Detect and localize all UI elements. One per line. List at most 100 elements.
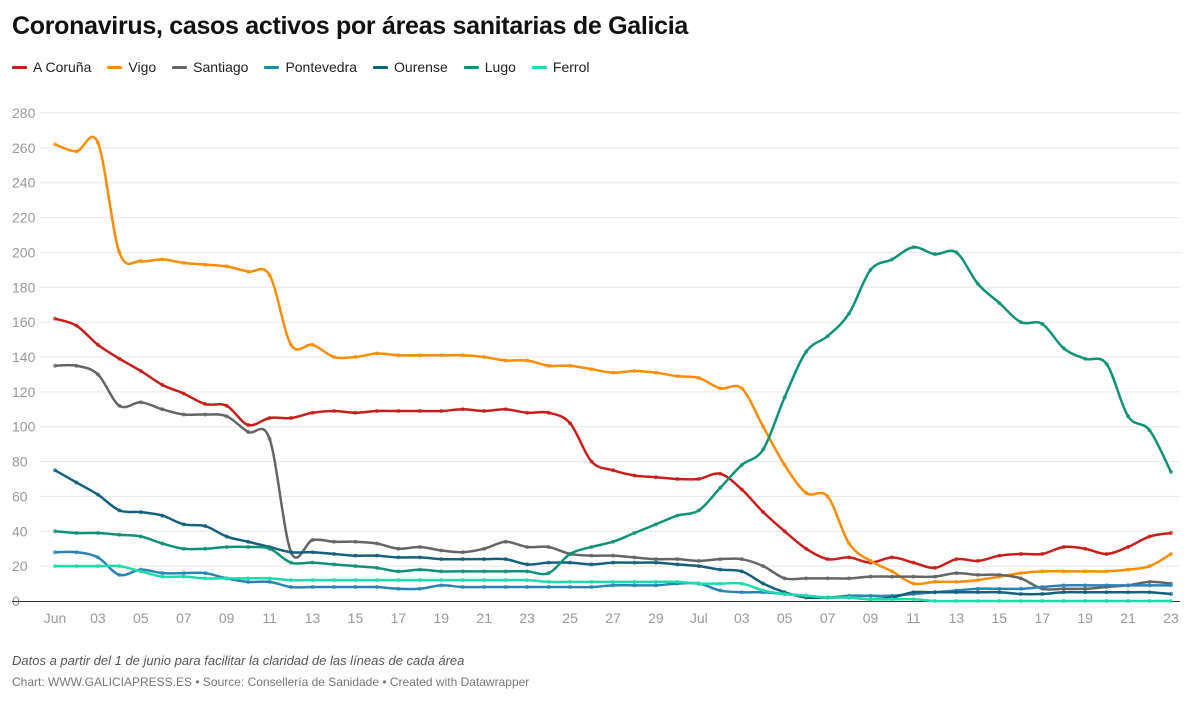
data-point [1147,564,1152,569]
data-point [568,579,573,584]
data-point [525,585,530,590]
legend-item: Vigo [107,59,156,75]
data-point [1061,599,1066,603]
legend-label: Pontevedra [285,59,358,75]
data-point [74,564,79,569]
data-point [117,572,122,577]
data-point [739,386,744,391]
data-point [761,424,766,429]
data-point [589,579,594,584]
data-point [246,422,251,427]
data-point [482,355,487,359]
data-point [289,416,294,420]
x-tick-label: 21 [1120,610,1136,626]
data-point [825,557,830,562]
data-point [289,342,294,347]
data-point [1018,576,1023,581]
data-point [95,140,100,145]
data-point [224,264,229,269]
data-point [1104,590,1109,595]
y-tick-label: 220 [12,210,36,226]
data-point [890,597,894,602]
y-tick-label: 260 [12,140,36,156]
data-point [525,544,530,549]
data-point [203,546,208,551]
data-point [160,513,165,518]
data-point [181,546,186,551]
data-point [825,576,830,581]
data-point [804,576,809,581]
data-point [1040,585,1045,590]
data-point [546,560,551,565]
data-point [160,257,165,262]
data-point [53,468,57,473]
data-point [1126,544,1131,549]
data-point [739,569,744,574]
data-point [546,363,551,368]
data-point [138,569,143,574]
data-point [417,578,422,583]
data-point [825,334,830,339]
data-point [1147,583,1152,588]
data-point [911,597,916,602]
data-point [310,578,315,583]
x-tick-label: 19 [1077,610,1093,626]
data-point [374,351,379,356]
data-point [310,560,315,565]
data-point [718,588,723,593]
data-point [847,311,852,316]
data-point [911,560,916,565]
data-point [975,590,980,595]
y-tick-label: 20 [12,558,28,574]
data-point [1061,569,1066,574]
data-point [1169,470,1173,475]
data-point [1126,567,1131,572]
data-point [997,553,1002,558]
legend-item: Ferrol [531,59,590,75]
legend-label: Ferrol [552,59,590,75]
data-point [675,374,680,379]
data-point [203,402,208,407]
data-point [74,480,79,485]
data-point [224,544,229,549]
data-point [718,386,723,391]
x-tick-label: 07 [176,610,192,626]
data-point [696,558,701,563]
legend-item: A Coruña [12,59,91,75]
x-tick-label: 09 [219,610,235,626]
data-point [289,560,294,565]
data-point [718,581,723,586]
data-point [1040,569,1045,574]
data-point [653,522,658,527]
data-point [1018,551,1023,556]
data-point [954,250,959,255]
data-point [525,562,530,567]
data-point [975,578,980,583]
data-point [503,407,508,412]
data-point [95,531,100,536]
data-point [1083,590,1088,595]
y-tick-label: 240 [12,175,36,191]
data-point [932,599,937,603]
x-tick-label: 13 [949,610,965,626]
x-tick-label: 23 [519,610,535,626]
data-point [74,531,79,536]
legend-item: Ourense [373,59,448,75]
data-point [181,260,186,265]
data-point [739,487,744,492]
data-point [782,592,787,597]
data-point [353,564,358,569]
data-point [160,382,165,387]
data-point [396,569,401,574]
data-point [782,576,787,581]
data-point [181,574,186,579]
data-point [396,578,401,583]
data-point [482,578,487,583]
data-point [739,557,744,562]
data-point [160,407,165,412]
data-point [460,407,465,412]
x-tick-label: 25 [562,610,578,626]
data-point [525,358,530,363]
data-point [482,569,487,574]
